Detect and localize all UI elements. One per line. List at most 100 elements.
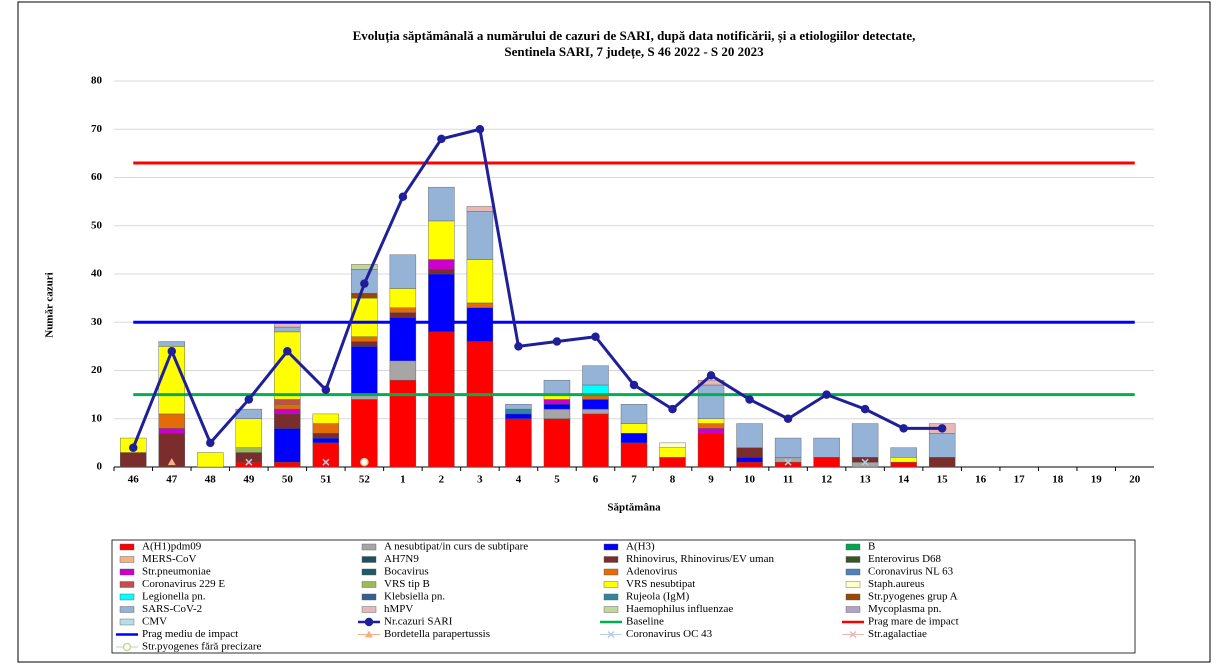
legend-label: hMPV xyxy=(384,603,413,615)
bar xyxy=(312,433,340,439)
bar xyxy=(928,457,956,468)
y-tick-label: 50 xyxy=(91,219,103,231)
bar xyxy=(774,437,802,458)
x-tick-label: 46 xyxy=(128,474,140,486)
bar xyxy=(543,408,571,419)
bar xyxy=(620,423,648,434)
legend-swatch xyxy=(119,593,135,601)
legend-swatch xyxy=(361,556,377,563)
bar xyxy=(235,418,263,448)
bar xyxy=(197,452,224,468)
line-point xyxy=(167,346,177,356)
bar xyxy=(659,457,686,468)
bar xyxy=(736,423,763,448)
line-point xyxy=(475,125,485,134)
bar xyxy=(274,413,301,429)
x-tick-label: 16 xyxy=(975,474,987,486)
legend xyxy=(111,539,1136,654)
bar xyxy=(389,307,417,313)
legend-swatch xyxy=(845,606,861,613)
x-tick-label: 8 xyxy=(670,474,676,486)
bar xyxy=(890,457,917,463)
bar xyxy=(620,433,648,444)
bar xyxy=(505,404,532,410)
bar xyxy=(389,360,417,381)
x-tick-label: 12 xyxy=(821,474,833,486)
bar xyxy=(659,447,686,458)
bar xyxy=(351,346,378,395)
y-tick-label: 30 xyxy=(91,316,103,328)
x-tick-label: 10 xyxy=(744,474,756,486)
bar xyxy=(158,413,185,429)
point xyxy=(245,458,253,466)
x-tick-label: 47 xyxy=(166,474,178,486)
bar xyxy=(158,341,185,347)
bar xyxy=(428,259,455,270)
legend-label: Str.pneumoniae xyxy=(142,566,211,578)
bar xyxy=(389,317,417,362)
legend-label: Coronavirus NL 63 xyxy=(868,566,954,578)
bar xyxy=(697,428,725,434)
bar xyxy=(389,254,417,289)
bar xyxy=(466,307,494,342)
legend-label: B xyxy=(868,541,875,553)
legend-marker xyxy=(365,630,373,638)
x-tick-label: 48 xyxy=(205,474,217,486)
legend-label: AH7N9 xyxy=(384,553,419,565)
legend-marker xyxy=(122,642,132,652)
point xyxy=(861,458,869,466)
line-point xyxy=(552,337,562,346)
bar xyxy=(890,461,917,468)
bar xyxy=(659,442,686,448)
line-point xyxy=(822,390,831,399)
legend-marker xyxy=(849,630,857,639)
bar xyxy=(582,399,609,410)
bar xyxy=(351,293,378,299)
legend-swatch xyxy=(603,556,619,563)
x-tick-label: 50 xyxy=(282,474,294,486)
legend-swatch xyxy=(361,581,377,588)
bar xyxy=(851,423,879,458)
legend-label: A nesubtipat/in curs de subtipare xyxy=(384,541,528,553)
bar xyxy=(351,399,378,468)
legend-marker xyxy=(607,630,615,639)
legend-label: Staph.aureus xyxy=(868,578,925,590)
chart-title: Evoluția săptămânală a numărului de cazu… xyxy=(353,28,916,44)
legend-label: Baseline xyxy=(626,616,664,628)
legend-label: Haemophilus influenzae xyxy=(626,603,733,615)
line xyxy=(131,127,943,449)
legend-marker xyxy=(364,617,374,627)
bar xyxy=(312,437,340,444)
bar xyxy=(505,413,532,419)
bar xyxy=(543,404,571,410)
line-point xyxy=(745,395,754,404)
x-tick-label: 2 xyxy=(439,474,445,486)
bar xyxy=(120,452,147,468)
x-tick-label: 19 xyxy=(1091,474,1103,486)
legend-label: MERS-CoV xyxy=(142,553,196,565)
legend-label: CMV xyxy=(142,616,167,628)
bar xyxy=(351,336,378,342)
legend-swatch xyxy=(845,568,861,576)
bar xyxy=(890,447,917,458)
line-point xyxy=(706,371,716,380)
legend-label: Rujeola (IgM) xyxy=(626,591,690,603)
bar xyxy=(351,341,378,347)
x-tick-label: 6 xyxy=(593,474,599,486)
y-axis-title: Număr cazuri xyxy=(44,272,56,337)
bar xyxy=(274,331,301,400)
bar xyxy=(274,461,301,468)
bar xyxy=(543,379,571,395)
legend-label: SARS-CoV-2 xyxy=(142,603,202,615)
line-point xyxy=(398,192,408,202)
legend-swatch xyxy=(119,556,135,563)
bar xyxy=(351,297,378,337)
bar xyxy=(274,408,301,415)
legend-swatch xyxy=(603,593,619,601)
legend-swatch xyxy=(119,618,135,626)
bar xyxy=(274,428,301,463)
line-point xyxy=(629,380,639,390)
legend-label: Str.agalactiae xyxy=(868,628,927,640)
legend-label: Nr.cazuri SARI xyxy=(384,616,453,628)
line-point xyxy=(899,424,908,433)
